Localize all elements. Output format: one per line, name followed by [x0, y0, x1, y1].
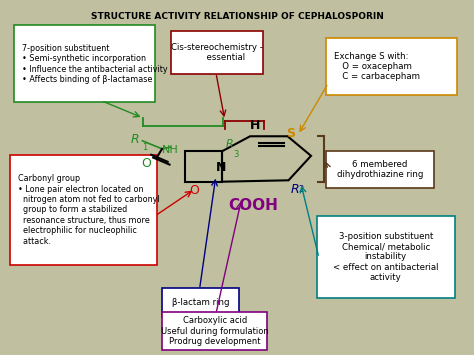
Text: O: O: [189, 184, 199, 197]
Text: NH: NH: [162, 144, 179, 154]
FancyBboxPatch shape: [172, 31, 263, 75]
FancyBboxPatch shape: [162, 288, 239, 317]
Text: R: R: [130, 133, 139, 146]
FancyBboxPatch shape: [317, 216, 455, 298]
Text: 3-position substituent
Chemical/ metabolic
instability
< effect on antibacterial: 3-position substituent Chemical/ metabol…: [333, 232, 438, 282]
Text: R: R: [291, 184, 299, 196]
FancyBboxPatch shape: [162, 312, 267, 350]
Text: Carboxylic acid
Useful during formulation
Prodrug development: Carboxylic acid Useful during formulatio…: [161, 316, 269, 346]
Text: Cis-stereochemistry -
      essential: Cis-stereochemistry - essential: [171, 43, 263, 62]
Text: N: N: [216, 160, 227, 174]
Text: O: O: [142, 157, 152, 170]
Text: 7-position substituent
• Semi-synthetic incorporation
• Influence the antibacter: 7-position substituent • Semi-synthetic …: [22, 44, 168, 84]
Text: 1: 1: [142, 143, 147, 152]
Text: H: H: [250, 119, 260, 132]
FancyBboxPatch shape: [326, 151, 434, 188]
Text: Carbonyl group
• Lone pair electron located on
  nitrogen atom not fed to carbon: Carbonyl group • Lone pair electron loca…: [18, 174, 159, 246]
Text: R: R: [225, 139, 233, 149]
FancyBboxPatch shape: [10, 155, 157, 265]
FancyBboxPatch shape: [15, 26, 155, 102]
Text: 6 membered
dihydrothiazine ring: 6 membered dihydrothiazine ring: [337, 160, 423, 179]
Text: S: S: [286, 127, 295, 140]
Text: β-lactam ring: β-lactam ring: [172, 298, 229, 307]
Text: COOH: COOH: [228, 198, 278, 213]
Text: 3: 3: [233, 150, 238, 159]
Text: STRUCTURE ACTIVITY RELATIONSHIP OF CEPHALOSPORIN: STRUCTURE ACTIVITY RELATIONSHIP OF CEPHA…: [91, 11, 383, 21]
FancyBboxPatch shape: [326, 38, 457, 95]
Text: Exchange S with:
   O = oxacepham
   C = carbacepham: Exchange S with: O = oxacepham C = carba…: [334, 51, 420, 81]
Text: 2: 2: [298, 185, 304, 194]
